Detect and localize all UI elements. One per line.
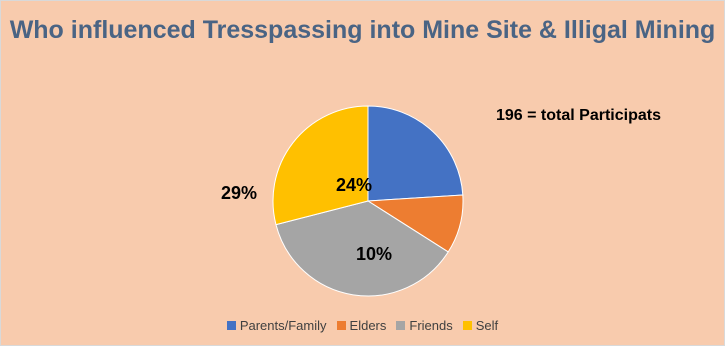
legend-item-self: Self <box>462 318 499 333</box>
legend-label: Friends <box>409 318 453 333</box>
data-labels: 24% 10% 29% <box>221 175 392 264</box>
pie-slice-friends <box>275 200 449 297</box>
legend-label: Self <box>475 318 499 333</box>
total-participants-note: 196 = total Participats <box>496 107 661 124</box>
chart-legend: Parents/Family Elders Friends Self <box>0 318 725 333</box>
pie-slices <box>272 105 464 297</box>
legend-item-elders: Elders <box>336 318 387 333</box>
data-label-self: 29% <box>221 183 257 203</box>
legend-label: Elders <box>349 318 387 333</box>
legend-item-parents-family: Parents/Family <box>226 318 327 333</box>
data-label-elders: 10% <box>356 244 392 264</box>
legend-swatch <box>226 321 236 330</box>
chart-title: Who influenced Tresspassing into Mine Si… <box>9 16 716 44</box>
legend-swatch <box>462 321 472 330</box>
pie-slice-parents-family <box>367 105 464 202</box>
legend-swatch <box>336 321 346 330</box>
pie-slice-self <box>272 105 369 226</box>
legend-label: Parents/Family <box>239 318 327 333</box>
data-label-parents-family: 24% <box>336 175 372 195</box>
legend-item-friends: Friends <box>396 318 453 333</box>
legend-swatch <box>396 321 406 330</box>
